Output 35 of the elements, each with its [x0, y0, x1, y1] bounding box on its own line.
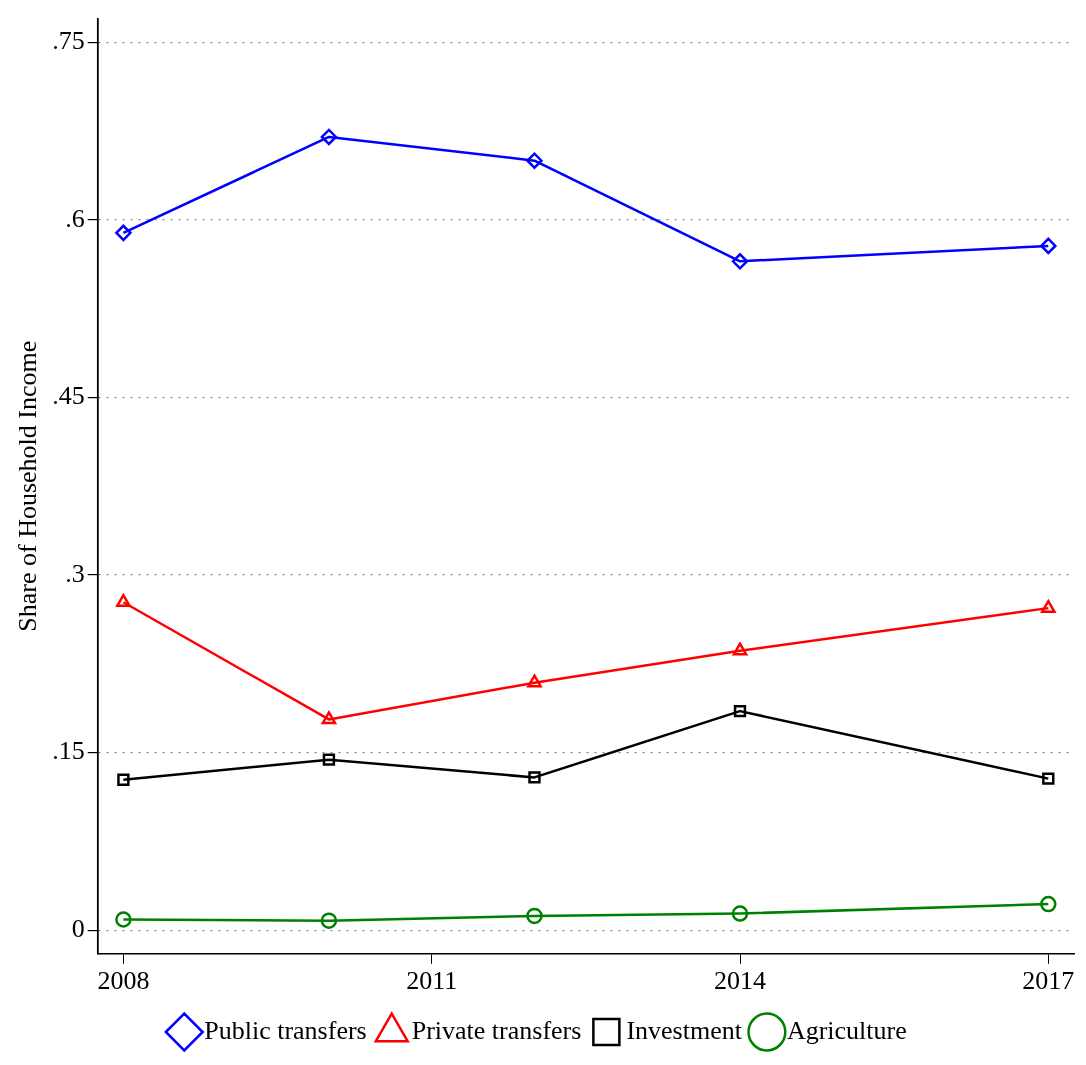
- y-tick-label: .15: [52, 736, 85, 766]
- y-tick-label: .3: [65, 558, 85, 588]
- point: [117, 773, 130, 786]
- point: [1041, 599, 1056, 613]
- x-tick-label: 2011: [406, 966, 458, 996]
- legend-label: Investment: [626, 1015, 743, 1045]
- y-tick-label: .75: [52, 26, 85, 56]
- point: [1040, 237, 1057, 255]
- point: [321, 711, 337, 725]
- point: [115, 911, 132, 928]
- point: [115, 224, 132, 242]
- legend-label: Agriculture: [786, 1015, 907, 1045]
- legend-label: Public transfers: [204, 1015, 367, 1045]
- x-tick-label: 2017: [1022, 966, 1075, 996]
- point: [733, 704, 747, 718]
- point: [527, 674, 542, 688]
- point: [1040, 895, 1057, 913]
- y-tick-label: .45: [52, 381, 85, 411]
- y-tick-label: 0: [71, 913, 85, 943]
- x-tick-label: 2014: [714, 966, 766, 996]
- point: [322, 753, 336, 766]
- point: [528, 771, 541, 784]
- point: [320, 912, 338, 929]
- point: [526, 907, 543, 925]
- point: [731, 253, 749, 270]
- point: [526, 152, 543, 169]
- point: [1042, 772, 1055, 785]
- point: [320, 128, 338, 146]
- y-tick-label: .6: [65, 203, 85, 233]
- point: [116, 593, 131, 607]
- x-tick-label: 2008: [97, 966, 150, 996]
- y-axis-title: Share of Household Income: [13, 340, 43, 632]
- legend-label: Private transfers: [411, 1015, 582, 1045]
- point: [732, 642, 748, 656]
- point: [731, 905, 749, 922]
